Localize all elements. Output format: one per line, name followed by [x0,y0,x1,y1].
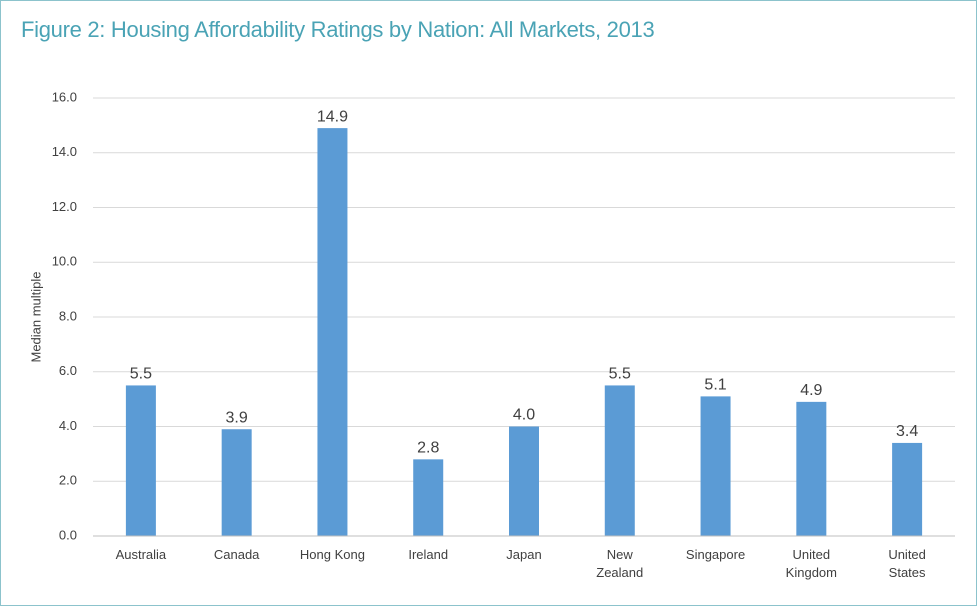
y-tick-label: 14.0 [52,144,77,159]
bar [796,401,827,536]
x-tick-label: Canada [213,547,260,562]
x-tick-label: Ireland [408,547,449,562]
y-tick-label: 16.0 [52,89,77,104]
x-tick-label: New Zealand [596,547,644,580]
y-tick-label: 2.0 [59,473,77,488]
data-label: 2.8 [417,440,439,457]
bar [413,459,444,536]
data-label: 14.9 [317,108,348,125]
y-tick-label: 0.0 [59,527,77,542]
data-label: 5.5 [609,366,631,383]
bar [125,385,156,536]
data-label: 4.9 [800,382,822,399]
y-tick-label: 10.0 [52,254,77,269]
x-tick-label: Australia [115,547,167,562]
y-tick-label: 12.0 [52,199,77,214]
bar [604,385,635,536]
data-label: 3.9 [226,409,248,426]
x-tick-label: United States [888,547,926,580]
data-label: 5.5 [130,366,152,383]
bar [700,396,731,536]
x-tick-label: Singapore [685,547,746,562]
y-tick-label: 4.0 [59,418,77,433]
data-label: 5.1 [704,377,726,394]
x-tick-label: Hong Kong [299,547,365,562]
bar [892,442,923,536]
bar [317,128,348,537]
bar [221,429,252,536]
chart-title: Figure 2: Housing Affordability Ratings … [21,17,655,42]
data-label: 3.4 [896,423,918,440]
y-axis-label: Median multiple [28,271,43,362]
x-tick-label: United Kingdom [785,547,837,580]
y-tick-label: 8.0 [59,308,77,323]
bar [509,426,539,536]
y-tick-label: 6.0 [59,363,77,378]
x-tick-label: Japan [506,547,542,562]
data-label: 4.0 [513,407,535,424]
